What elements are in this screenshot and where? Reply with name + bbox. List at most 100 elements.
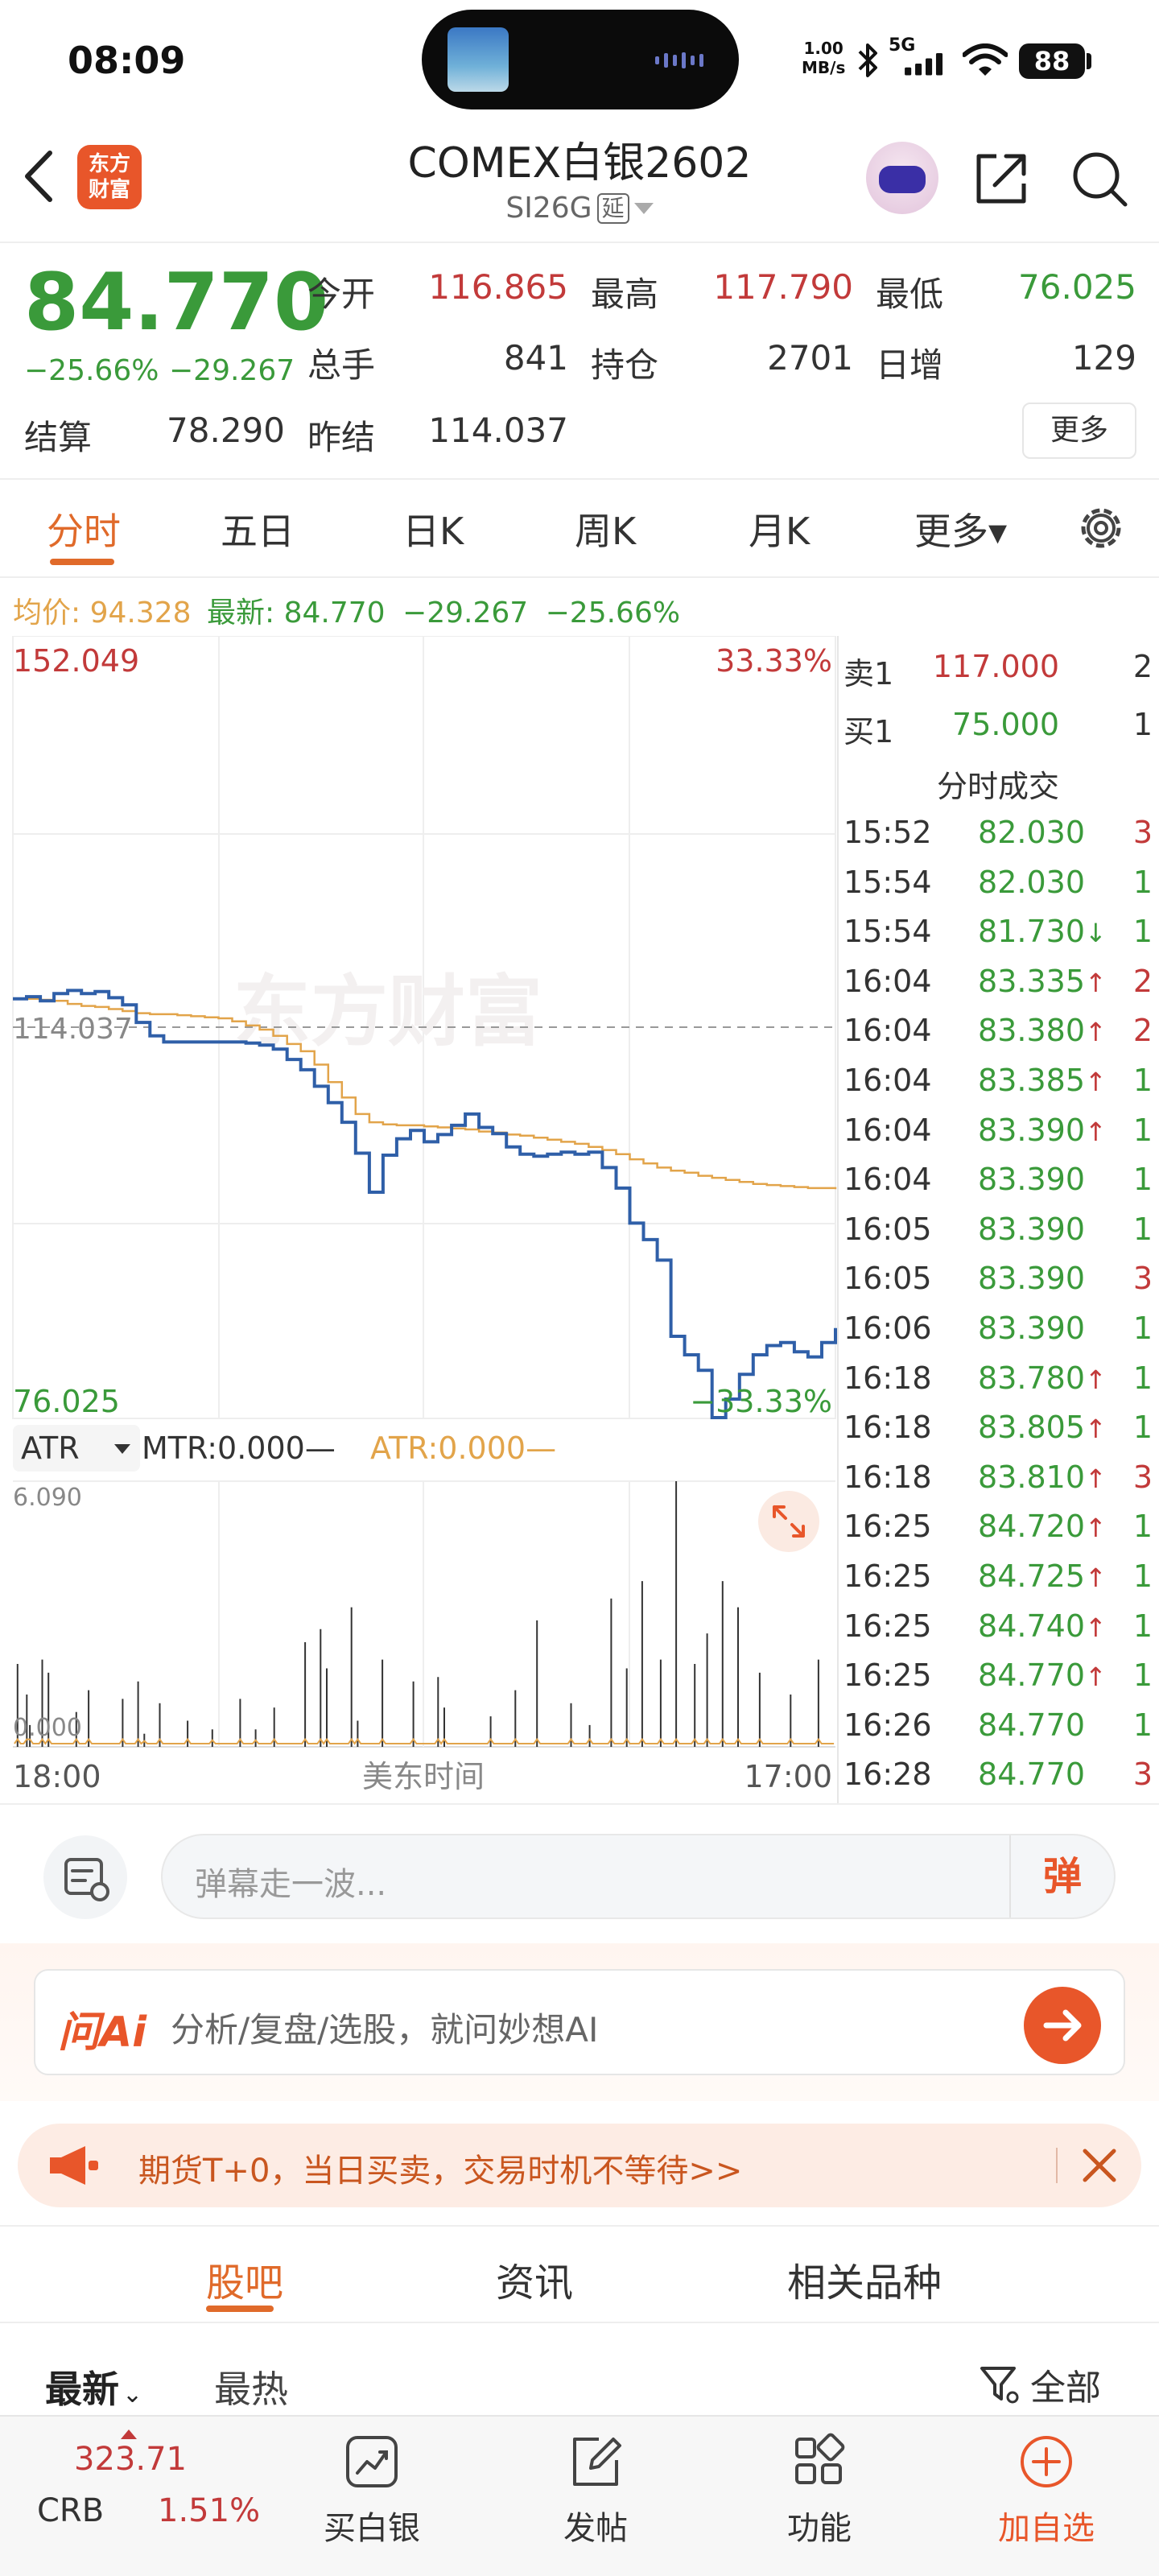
tab-monthly-k[interactable]: 月K [749,510,810,553]
divider [0,576,1159,578]
price-path [13,989,837,1419]
crb-value: 323.71 [74,2441,187,2478]
tick-price: 82.030 [950,865,1103,900]
tab-daily-k[interactable]: 日K [402,510,464,553]
tick-row: 16:25 84.725↑ 1 [837,1554,1159,1604]
nav-buy-silver[interactable]: 买白银 [291,2433,452,2549]
back-icon[interactable] [18,147,60,206]
sort-latest-label: 最新 [45,2368,119,2411]
tab-five-day[interactable]: 五日 [221,510,295,553]
avg-price-label: 均价: [13,597,81,630]
tick-row: 16:04 83.390↑ 1 [837,1108,1159,1158]
danmu-settings-icon [64,1858,109,1901]
contract-selector[interactable]: SI26G 延 [483,192,676,225]
tab-related[interactable]: 相关品种 [787,2260,942,2306]
tick-price-value: 83.390 [978,1261,1085,1297]
tick-time: 16:25 [843,1558,932,1594]
filter-all[interactable]: 全部 [979,2359,1101,2410]
tick-price-value: 83.390 [978,1211,1085,1247]
pct-max-label: 33.33% [716,643,832,679]
tick-time: 16:25 [843,1608,932,1644]
ai-placeholder: 分析/复盘/选股，就问妙想AI [171,2010,599,2050]
arrow-right-icon[interactable] [1024,1987,1101,2064]
network-type: 5G [889,35,916,56]
tab-weekly-k[interactable]: 周K [575,510,637,553]
field-label-open-interest: 持仓 [591,345,659,385]
nav-add-watchlist[interactable]: 加自选 [966,2433,1127,2549]
indicator-selector[interactable]: ATR [13,1425,140,1472]
tick-price: 83.385↑ [950,1062,1107,1098]
tick-qty: 1 [1132,1608,1153,1644]
field-label-settle: 结算 [24,418,93,457]
promo-text[interactable]: 期货T+0，当日买卖，交易时机不等待>> [138,2153,743,2190]
danmu-toggle[interactable] [43,1835,127,1919]
chevron-down-icon: ⌄ [122,2380,143,2409]
tick-price-value: 83.385 [978,1062,1085,1098]
tab-more-periods[interactable]: 更多▾ [914,510,1008,553]
crb-index[interactable]: 323.71 CRB 1.51% [0,2417,274,2576]
robot-face [879,166,926,193]
tick-row: 16:05 83.390 3 [837,1256,1159,1306]
avg-price-value: 94.328 [89,597,192,630]
page-title: COMEX白银2602 [407,139,752,188]
intraday-chart[interactable]: 东方财富 152.049 33.33% 114.037 76.025 −33.3… [0,636,837,1803]
tick-price: 81.730↓ [950,914,1107,949]
tick-price-value: 84.770 [978,1707,1085,1743]
assistant-robot-icon[interactable] [866,142,938,214]
sort-hot[interactable]: 最热 [214,2368,288,2411]
tick-row: 16:18 83.780↑ 1 [837,1356,1159,1406]
divider [0,478,1159,480]
tick-price: 83.810↑ [950,1459,1107,1495]
tick-row: 15:54 82.030 1 [837,860,1159,910]
close-icon[interactable] [1077,2143,1122,2188]
tab-forum[interactable]: 股吧 [206,2260,284,2306]
tick-row: 16:04 83.385↑ 1 [837,1058,1159,1108]
tick-price: 84.740↑ [950,1608,1107,1644]
tick-row: 15:54 81.730↓ 1 [837,909,1159,959]
nav-post[interactable]: 发帖 [515,2433,676,2549]
bluetooth-icon [858,43,877,77]
search-icon[interactable] [1069,148,1130,209]
gear-icon[interactable] [1074,501,1128,555]
now-playing-thumbnail [448,27,509,92]
field-value-high: 117.790 [713,267,853,307]
tick-time: 16:05 [843,1211,932,1247]
more-fields-button[interactable]: 更多 [1022,402,1136,459]
danmu-input[interactable]: 弹幕走一波... 弹 [161,1834,1116,1919]
danmu-send-button[interactable]: 弹 [1009,1835,1114,1918]
tick-qty: 2 [1132,963,1153,999]
chevron-down-icon [114,1444,130,1454]
field-label-prev-settle: 昨结 [307,418,376,457]
edit-icon [573,2438,621,2486]
ai-input[interactable]: 问Ai 分析/复盘/选股，就问妙想AI [34,1969,1125,2075]
promo-banner[interactable]: 期货T+0，当日买卖，交易时机不等待>> [18,2124,1141,2207]
tab-intraday[interactable]: 分时 [47,510,121,553]
plus-circle-icon [1021,2436,1072,2487]
nav-functions[interactable]: 功能 [739,2433,900,2549]
up-arrow-icon [121,2429,137,2439]
tick-time: 16:26 [843,1707,932,1743]
ticks-list[interactable]: 15:52 82.030 3 15:54 82.030 1 15:54 81.730↓ 1 16:… [837,810,1159,1802]
sort-latest[interactable]: 最新 ⌄ [45,2360,142,2413]
tick-time: 15:54 [843,864,932,900]
field-value-settle: 78.290 [167,411,285,450]
network-speed-value: 1.00 [803,39,843,58]
field-value-open: 116.865 [428,267,568,307]
tab-news[interactable]: 资讯 [496,2260,574,2306]
indicator-name: ATR [21,1430,80,1466]
tick-qty: 3 [1132,1261,1153,1297]
dynamic-island[interactable] [422,10,739,109]
expand-icon[interactable] [758,1491,819,1552]
tick-time: 16:04 [843,1112,932,1148]
atr-line [14,1737,835,1745]
ask-qty: 2 [1132,649,1153,684]
field-value-open-interest: 2701 [767,338,853,378]
x-end-label: 17:00 [744,1759,832,1794]
signal-icon [905,53,943,76]
share-icon[interactable] [971,148,1032,209]
battery-icon [1087,53,1091,69]
tick-time: 16:25 [843,1657,932,1694]
app-logo[interactable]: 东方 财富 [77,145,142,209]
up-arrow-icon: ↑ [1085,1364,1107,1395]
tick-price-value: 83.390 [978,1310,1085,1346]
